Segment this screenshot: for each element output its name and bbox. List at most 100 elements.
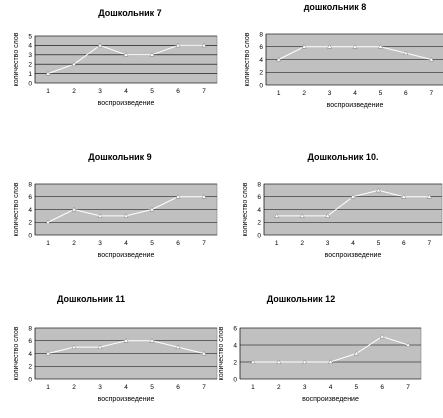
chart-title: дошкольник 8: [304, 2, 367, 12]
y-axis-label: количество слов: [13, 32, 20, 86]
data-point: [426, 194, 432, 199]
data-point: [123, 213, 129, 218]
x-tick-label: 5: [379, 90, 383, 97]
data-point: [405, 342, 411, 347]
y-tick-label: 0: [259, 82, 263, 89]
x-tick-label: 5: [150, 384, 154, 391]
x-tick-label: 4: [124, 240, 128, 247]
data-point: [379, 333, 385, 339]
x-tick-label: 6: [402, 240, 406, 247]
data-point: [71, 344, 77, 349]
x-axis-label: воспроизведение: [98, 252, 155, 259]
data-point: [350, 194, 356, 199]
y-axis-label: количество слов: [13, 326, 20, 380]
x-tick-label: 4: [351, 240, 355, 247]
chart-panel-8: дошкольник 8 0 2 4 6 8 1 2 3 4 5 6 7 воспроизведение к…: [222, 0, 443, 140]
x-tick-label: 6: [380, 384, 384, 391]
x-tick-label: 1: [46, 384, 50, 391]
y-tick-label: 4: [233, 342, 237, 349]
chart-title: Дошкольник 11: [57, 294, 125, 304]
y-tick-label: 4: [28, 207, 32, 214]
x-axis-label: воспроизведение: [302, 396, 359, 403]
x-tick-label: 2: [72, 240, 76, 247]
data-point: [428, 56, 434, 62]
x-tick-label: 4: [124, 384, 128, 391]
data-point: [175, 42, 181, 48]
y-tick-label: 0: [257, 232, 261, 239]
data-point: [375, 187, 382, 193]
chart-panel-9: Дошкольник 9 0 2 4 6 8 1 2 3 4 5 6 7 воспроизведение к…: [0, 146, 220, 286]
data-point: [45, 70, 51, 76]
x-axis-label: воспроизведение: [327, 102, 384, 109]
x-tick-label: 6: [176, 384, 180, 391]
x-tick-label: 4: [124, 88, 128, 95]
y-tick-label: 4: [28, 351, 32, 358]
chart-panel-7: Дошкольник 7 0 1 2 3 4 5 1 2 3 4 5 6 7 воспроизведение…: [0, 0, 220, 140]
x-tick-label: 5: [355, 384, 359, 391]
chart-svg: Дошкольник 11 0 2 4 6 8 1 2 3 4 5 6 7 воспроизведение…: [13, 294, 218, 403]
x-tick-label: 2: [72, 384, 76, 391]
y-tick-label: 0: [28, 80, 32, 87]
x-tick-label: 2: [277, 384, 281, 391]
y-tick-label: 4: [28, 43, 32, 50]
y-tick-label: 6: [257, 194, 261, 201]
data-point: [71, 61, 77, 67]
x-tick-label: 7: [427, 240, 431, 247]
data-point: [123, 338, 129, 343]
x-axis-label: воспроизведение: [325, 252, 382, 259]
data-point: [201, 42, 207, 48]
chart-svg: Дошкольник 10. 0 2 4 6 8 1 2 3 4 5 6 7 воспроизведени…: [242, 152, 443, 259]
y-tick-label: 8: [28, 325, 32, 332]
y-tick-label: 0: [28, 376, 32, 383]
data-point: [149, 206, 155, 212]
data-point: [175, 194, 181, 199]
y-tick-label: 0: [233, 376, 237, 383]
x-tick-label: 6: [176, 240, 180, 247]
y-tick-label: 3: [28, 52, 32, 59]
chart-svg: Дошкольник 9 0 2 4 6 8 1 2 3 4 5 6 7 воспроизведение к…: [13, 152, 218, 259]
data-point: [302, 359, 308, 364]
y-tick-label: 4: [259, 57, 263, 64]
y-tick-label: 8: [259, 31, 263, 38]
y-tick-label: 5: [28, 33, 32, 40]
data-point: [299, 213, 305, 218]
x-tick-label: 7: [202, 384, 206, 391]
data-point: [377, 44, 384, 49]
data-point: [352, 44, 358, 49]
y-axis-label: количество слов: [244, 32, 251, 86]
data-point: [71, 206, 77, 212]
y-tick-label: 2: [259, 70, 263, 77]
data-point: [123, 52, 129, 57]
x-tick-label: 3: [98, 88, 102, 95]
chart-title: Дошкольник 10.: [308, 152, 379, 162]
chart-title: Дошкольник 9: [88, 152, 151, 162]
x-tick-label: 4: [353, 90, 357, 97]
chart-svg: дошкольник 8 0 2 4 6 8 1 2 3 4 5 6 7 воспроизведение к…: [244, 2, 443, 109]
x-tick-label: 7: [202, 240, 206, 247]
chart-svg: Дошкольник 12 0 2 4 6 1 2 3 4 5 6 7 воспроизведение к…: [218, 294, 422, 403]
data-point: [401, 194, 407, 199]
x-tick-label: 2: [72, 88, 76, 95]
x-axis-label: воспроизведение: [98, 100, 155, 107]
chart-panel-12: Дошкольник 12 0 2 4 6 1 2 3 4 5 6 7 воспроизведение к…: [218, 288, 442, 418]
x-tick-label: 1: [251, 384, 255, 391]
data-point: [276, 359, 282, 364]
x-tick-label: 1: [46, 240, 50, 247]
plot-area: [239, 327, 422, 380]
x-axis-label: воспроизведение: [98, 396, 155, 403]
y-axis-label: количество слов: [13, 182, 20, 236]
data-point: [97, 42, 103, 48]
y-tick-label: 6: [259, 44, 263, 51]
x-tick-label: 1: [275, 240, 279, 247]
y-tick-label: 6: [28, 194, 32, 201]
x-tick-label: 3: [98, 384, 102, 391]
y-tick-label: 0: [28, 232, 32, 239]
y-tick-label: 2: [257, 220, 261, 227]
data-point: [403, 50, 409, 55]
data-point: [324, 213, 331, 218]
x-tick-label: 5: [377, 240, 381, 247]
x-tick-label: 7: [429, 90, 433, 97]
data-point: [301, 44, 307, 49]
chart-panel-11: Дошкольник 11 0 2 4 6 8 1 2 3 4 5 6 7 воспроизведение…: [0, 288, 220, 418]
data-point: [45, 350, 51, 356]
